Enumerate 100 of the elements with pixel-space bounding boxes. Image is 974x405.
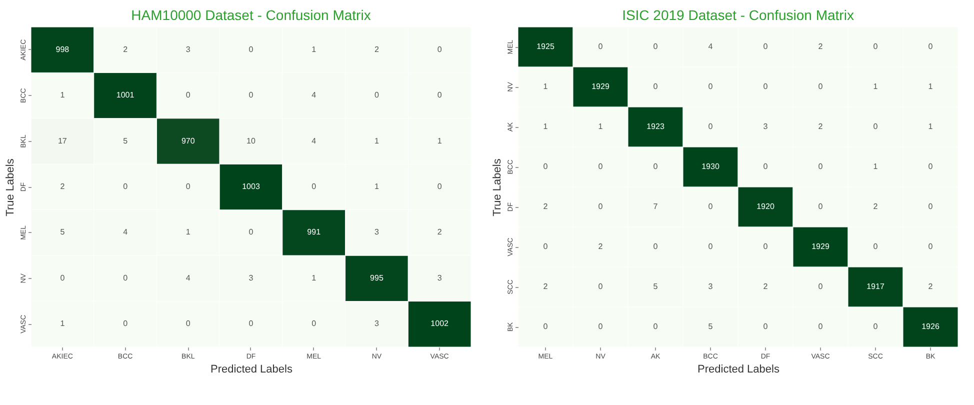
data-label: 2 xyxy=(818,42,824,51)
data-label: 17 xyxy=(58,136,68,146)
data-label: 4 xyxy=(312,90,317,100)
data-label: 0 xyxy=(598,162,604,171)
data-label: 1 xyxy=(873,82,878,91)
data-label: 0 xyxy=(123,273,128,282)
data-label: 0 xyxy=(873,122,878,131)
data-label: 0 xyxy=(928,42,934,51)
data-label: 0 xyxy=(873,242,878,251)
data-label: 0 xyxy=(653,242,658,251)
data-label: 0 xyxy=(248,319,254,328)
data-label: 0 xyxy=(312,319,317,328)
data-label: 4 xyxy=(312,136,317,146)
data-label: 2 xyxy=(873,202,878,211)
data-label: 0 xyxy=(60,273,66,282)
data-label: 0 xyxy=(928,202,934,211)
data-label: 0 xyxy=(763,322,768,331)
data-label: 0 xyxy=(708,82,714,91)
data-label: 0 xyxy=(708,122,714,131)
data-label: 0 xyxy=(374,90,380,100)
data-label: 1923 xyxy=(646,122,665,131)
data-label: 0 xyxy=(123,182,128,191)
data-label: 3 xyxy=(186,44,191,54)
data-label: 0 xyxy=(248,44,254,54)
data-label: 0 xyxy=(818,162,824,171)
data-label: 2 xyxy=(543,202,548,211)
data-label: 1 xyxy=(312,273,317,282)
data-label: 1930 xyxy=(702,162,720,171)
data-label: 998 xyxy=(56,44,70,54)
data-label: 0 xyxy=(928,242,934,251)
data-label: 0 xyxy=(818,322,824,331)
data-label: 1 xyxy=(928,82,934,91)
data-label: 5 xyxy=(653,282,658,291)
data-label: 2 xyxy=(928,282,934,291)
data-label: 1002 xyxy=(430,319,450,328)
data-label: 0 xyxy=(543,162,548,171)
data-label: 0 xyxy=(873,42,878,51)
data-label: 1 xyxy=(873,162,878,171)
data-label: 970 xyxy=(181,136,196,146)
data-label: 1926 xyxy=(922,322,940,331)
data-label: 1 xyxy=(928,122,934,131)
data-label: 1929 xyxy=(592,82,610,91)
data-label: 0 xyxy=(763,82,768,91)
data-label: 1920 xyxy=(756,202,775,211)
data-label: 2 xyxy=(374,44,380,54)
data-label: 0 xyxy=(653,322,658,331)
data-label: 5 xyxy=(60,228,66,237)
data-label: 0 xyxy=(763,42,768,51)
data-label: 7 xyxy=(653,202,658,211)
data-label: 1 xyxy=(374,182,380,191)
data-label: 1917 xyxy=(866,282,885,291)
data-label: 0 xyxy=(873,322,878,331)
data-label: 5 xyxy=(708,322,714,331)
data-label: 1 xyxy=(437,136,442,146)
data-label: 0 xyxy=(437,44,442,54)
data-label: 0 xyxy=(818,202,824,211)
data-label: 3 xyxy=(763,122,768,131)
data-label: 1 xyxy=(598,122,604,131)
chart-title: HAM10000 Dataset - Confusion Matrix xyxy=(131,6,371,23)
x-axis-title: Predicted Labels xyxy=(210,364,293,376)
data-label: 1 xyxy=(60,90,66,100)
data-label: 0 xyxy=(437,90,442,100)
data-label: 3 xyxy=(374,319,380,328)
data-label: 0 xyxy=(248,228,254,237)
y-axis-title: True Labels xyxy=(492,158,504,216)
data-label: 1 xyxy=(543,82,548,91)
data-label: 0 xyxy=(653,162,658,171)
data-label: 1 xyxy=(374,136,380,146)
data-label: 0 xyxy=(598,282,604,291)
data-label: 1001 xyxy=(116,90,135,100)
data-label: 0 xyxy=(653,42,658,51)
data-label: 0 xyxy=(598,202,604,211)
data-label: 0 xyxy=(708,202,714,211)
data-label: 3 xyxy=(374,228,380,237)
data-label: 1 xyxy=(312,44,317,54)
data-label: 0 xyxy=(312,182,317,191)
data-label: 10 xyxy=(246,136,256,146)
data-label: 1 xyxy=(543,122,548,131)
data-label: 1929 xyxy=(812,242,830,251)
data-label: 3 xyxy=(248,273,254,282)
data-label: 4 xyxy=(708,42,714,51)
data-label: 1 xyxy=(186,228,191,237)
x-axis-title: Predicted Labels xyxy=(698,364,780,376)
data-label: 3 xyxy=(708,282,714,291)
data-label: 2 xyxy=(123,44,128,54)
data-label: 0 xyxy=(928,162,934,171)
data-label: 0 xyxy=(437,182,442,191)
data-label: 0 xyxy=(543,322,548,331)
data-label: 0 xyxy=(598,322,604,331)
chart-title: ISIC 2019 Dataset - Confusion Matrix xyxy=(622,6,854,23)
data-label: 4 xyxy=(186,273,191,282)
data-label: 2 xyxy=(60,182,66,191)
data-label: 0 xyxy=(186,90,191,100)
data-label: 0 xyxy=(763,242,768,251)
data-label: 2 xyxy=(437,228,442,237)
y-axis-title: True Labels xyxy=(4,158,16,216)
data-label: 2 xyxy=(598,242,604,251)
data-label: 995 xyxy=(370,273,384,282)
data-label: 2 xyxy=(763,282,768,291)
data-label: 0 xyxy=(763,162,768,171)
